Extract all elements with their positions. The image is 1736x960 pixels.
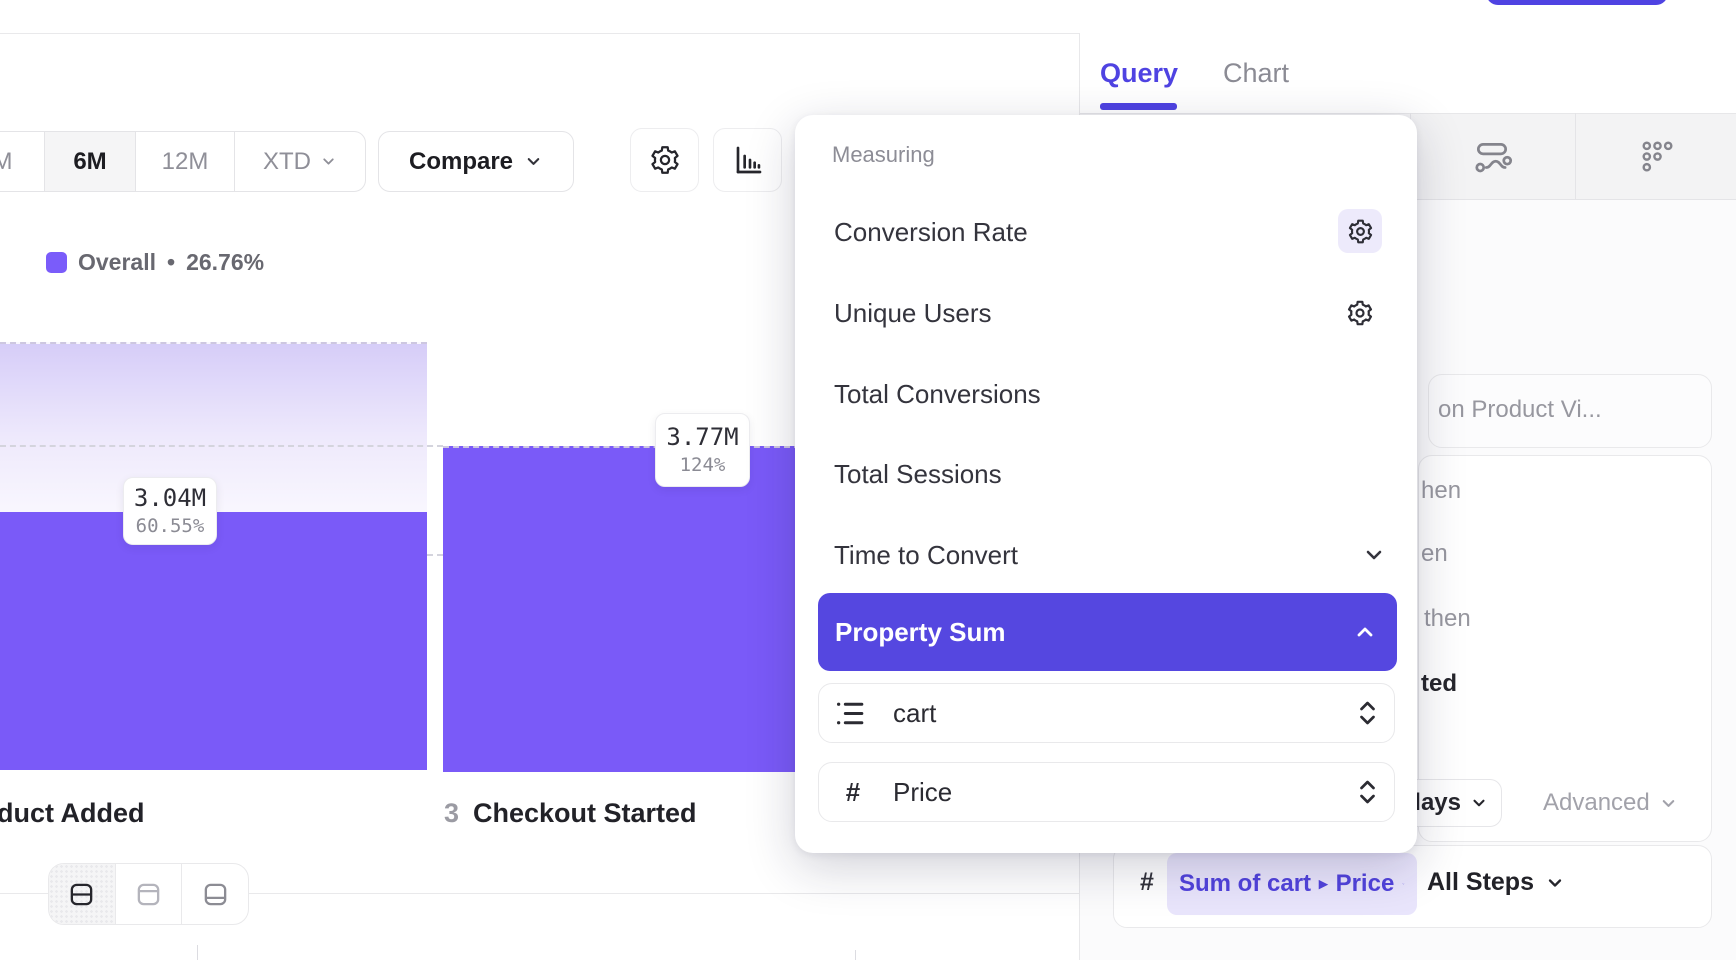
time-range-group: M 6M 12M XTD: [0, 131, 366, 192]
step-fragment: then: [1424, 605, 1471, 632]
primary-action-button[interactable]: [1486, 0, 1668, 5]
grid-dots-icon: [1642, 141, 1673, 172]
bar-conversion: 124%: [679, 454, 726, 476]
chart-type-button[interactable]: [713, 128, 782, 192]
tab-chart[interactable]: Chart: [1223, 58, 1290, 88]
gear-icon: [650, 146, 679, 174]
list-icon: [836, 702, 864, 724]
legend-value: 26.76%: [186, 249, 265, 275]
bottom-panel-icon: [204, 883, 226, 905]
legend: Overall • 26.76%: [46, 249, 264, 276]
step-source-fragment: on Product Vi...: [1438, 396, 1602, 423]
chevron-down-icon: [527, 158, 540, 165]
arrow-right-icon: ▸: [1319, 874, 1328, 893]
hash-icon: #: [1140, 868, 1154, 896]
legend-swatch: [46, 252, 67, 273]
step-label: Checkout Started: [473, 798, 697, 828]
chevron-down-icon: [1366, 550, 1382, 560]
value-card: 3.77M 124%: [655, 413, 750, 487]
dropdown-title: Measuring: [832, 142, 935, 167]
flows-tool-button[interactable]: [1471, 140, 1513, 179]
tab-query[interactable]: Query: [1100, 58, 1179, 88]
value-card: 3.04M 60.55%: [123, 477, 217, 545]
bar-value: 3.04M: [133, 484, 207, 512]
property-selector[interactable]: cart: [818, 683, 1395, 743]
sub-property-selector[interactable]: # Price: [818, 762, 1395, 822]
menu-item-time-to-convert[interactable]: Time to Convert: [834, 540, 1018, 570]
step-fragment: en: [1421, 540, 1448, 567]
active-tab-underline: [1100, 103, 1177, 110]
menu-item-unique-users[interactable]: Unique Users: [834, 298, 992, 328]
step-fragment: hen: [1421, 477, 1462, 504]
top-panel-icon: [137, 883, 160, 905]
chevron-down-icon: [1548, 878, 1562, 887]
reference-dashed-line: [0, 445, 443, 447]
section-divider: [0, 893, 1079, 894]
step-label-fragment: duct Added: [0, 798, 145, 828]
step-number: 3: [444, 798, 460, 828]
steps-card: [1418, 455, 1712, 842]
step-fragment: ted: [1421, 670, 1457, 697]
all-steps-selector[interactable]: All Steps: [1427, 868, 1565, 897]
time-range-6m[interactable]: 6M: [45, 132, 136, 191]
measuring-dropdown: Measuring Conversion Rate Unique Users T…: [795, 115, 1417, 853]
metrics-tool-button[interactable]: [1640, 140, 1675, 180]
axis-tick: [855, 950, 856, 960]
layout-toggle-group: [48, 863, 249, 925]
menu-item-property-sum-selected[interactable]: Property Sum: [818, 593, 1397, 671]
menu-item-conversion-rate[interactable]: Conversion Rate: [834, 217, 1028, 247]
layout-bottom-option[interactable]: [182, 864, 248, 924]
chevron-down-icon: [323, 158, 334, 165]
top-bar: [0, 0, 1736, 34]
legend-series: Overall: [78, 249, 156, 275]
chevron-down-icon: [1402, 883, 1405, 885]
chevron-down-icon: [1662, 799, 1675, 807]
legend-separator: •: [167, 249, 176, 275]
funnel-bar-1-converted[interactable]: [0, 512, 427, 770]
hash-icon: #: [845, 776, 861, 807]
advanced-button[interactable]: Advanced: [1543, 789, 1678, 817]
gear-icon: [1347, 300, 1373, 326]
menu-item-total-conversions[interactable]: Total Conversions: [834, 379, 1041, 409]
measurement-chip[interactable]: Sum of cart ▸ Price: [1167, 853, 1417, 915]
compare-button[interactable]: Compare: [378, 131, 574, 192]
chart-settings-button[interactable]: [630, 128, 699, 192]
time-range-xtd[interactable]: XTD: [235, 132, 365, 191]
time-range-m[interactable]: M: [0, 132, 45, 191]
unique-users-settings-button[interactable]: [1346, 299, 1374, 332]
axis-tick: [197, 945, 198, 960]
time-to-convert-expander[interactable]: [1362, 543, 1386, 572]
query-panel-header: [1080, 33, 1736, 113]
chevron-up-icon: [1357, 627, 1373, 637]
time-range-12m[interactable]: 12M: [136, 132, 235, 191]
split-horizontal-icon: [71, 883, 93, 905]
bar-conversion: 60.55%: [135, 515, 205, 537]
toolbar-divider: [1575, 113, 1576, 200]
sort-updown-icon: [1360, 780, 1375, 804]
step-source-card[interactable]: [1428, 374, 1712, 448]
gear-icon: [1348, 219, 1372, 243]
menu-item-total-sessions[interactable]: Total Sessions: [834, 459, 1002, 489]
reference-dash-segment: [427, 554, 443, 556]
layout-split-option[interactable]: [49, 864, 116, 924]
layout-top-option[interactable]: [116, 864, 183, 924]
funnel-bar-2-converted[interactable]: [443, 446, 800, 772]
flow-icon: [1475, 143, 1513, 173]
chevron-down-icon: [1473, 799, 1485, 807]
sort-updown-icon: [1360, 701, 1375, 725]
bar-value: 3.77M: [666, 423, 739, 451]
conversion-rate-settings-button[interactable]: [1338, 209, 1382, 253]
bar-chart-icon: [736, 146, 761, 174]
